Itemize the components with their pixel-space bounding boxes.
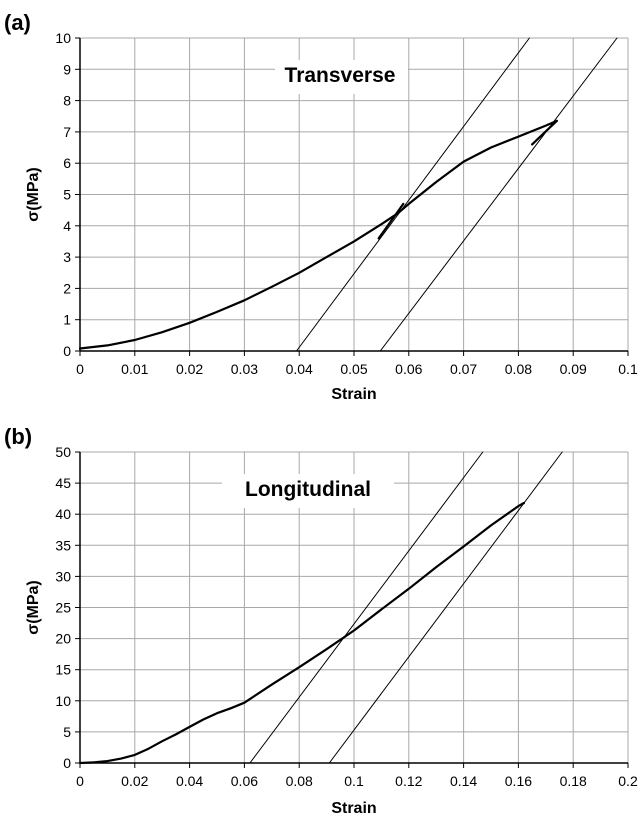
y-tick-label: 10 — [55, 693, 71, 709]
y-tick-label: 50 — [55, 444, 71, 460]
panel-label: (a) — [4, 10, 31, 35]
y-tick-label: 9 — [63, 61, 71, 77]
x-tick-label: 0.14 — [450, 773, 477, 789]
y-tick-label: 40 — [55, 506, 71, 522]
x-tick-label: 0 — [76, 361, 84, 377]
x-tick-label: 0 — [76, 773, 84, 789]
x-tick-label: 0.01 — [121, 361, 148, 377]
x-tick-label: 0.04 — [176, 773, 203, 789]
y-tick-label: 2 — [63, 280, 71, 296]
y-tick-label: 0 — [63, 755, 71, 771]
y-axis-title: σ(MPa) — [25, 167, 42, 222]
y-tick-label: 5 — [63, 724, 71, 740]
series-line-reference-line-1 — [249, 451, 484, 764]
x-tick-label: 0.16 — [505, 773, 532, 789]
x-tick-label: 0.08 — [505, 361, 532, 377]
chart-title-background — [275, 60, 408, 94]
x-tick-label: 0.04 — [286, 361, 313, 377]
x-tick-label: 0.02 — [121, 773, 148, 789]
x-tick-label: 0.06 — [231, 773, 258, 789]
chart-title: Transverse — [285, 64, 396, 87]
panel-b: 0 0.02 0.04 0.06 0.08 0.1 0.12 0.14 0.16 0.18 0.2 0… — [4, 424, 638, 817]
y-tick-label: 6 — [63, 155, 71, 171]
y-tick-label: 25 — [55, 600, 71, 616]
panel-label: (b) — [4, 424, 32, 449]
y-tick-label: 20 — [55, 631, 71, 647]
series-line-unload-segment-2 — [530, 119, 558, 146]
x-tick-label: 0.18 — [560, 773, 587, 789]
x-tick-label: 0.12 — [395, 773, 422, 789]
y-tick-label: 3 — [63, 249, 71, 265]
x-axis-title: Strain — [331, 800, 376, 817]
x-tick-label: 0.02 — [176, 361, 203, 377]
y-tick-label: 1 — [63, 312, 71, 328]
x-tick-label: 0.1 — [344, 773, 364, 789]
y-tick-label: 8 — [63, 93, 71, 109]
y-tick-label: 5 — [63, 187, 71, 203]
series-line-reference-line-2 — [379, 37, 618, 352]
chart-title-background — [222, 474, 394, 508]
series-line-stress-strain-curve — [78, 501, 526, 765]
y-tick-label: 30 — [55, 568, 71, 584]
panel-a: 0 0.01 0.02 0.03 0.04 0.05 0.06 0.07 0.08 0.09 0.1… — [4, 10, 638, 403]
x-tick-label: 0.2 — [618, 773, 638, 789]
y-tick-label: 45 — [55, 475, 71, 491]
x-tick-label: 0.06 — [395, 361, 422, 377]
y-tick-label: 10 — [55, 30, 71, 46]
y-axis-title: σ(MPa) — [25, 580, 42, 635]
series-line-unload-segment-1 — [377, 202, 405, 240]
series-line-reference-line-2 — [328, 451, 563, 764]
x-tick-label: 0.05 — [340, 361, 367, 377]
series-line-stress-strain-curve — [78, 119, 558, 350]
x-axis-title: Strain — [331, 386, 376, 403]
y-tick-label: 4 — [63, 218, 71, 234]
series-line-reference-line-1 — [296, 37, 530, 352]
x-tick-label: 0.03 — [231, 361, 258, 377]
x-tick-label: 0.07 — [450, 361, 477, 377]
chart-title: Longitudinal — [245, 478, 371, 501]
x-tick-label: 0.08 — [286, 773, 313, 789]
y-tick-label: 0 — [63, 343, 71, 359]
x-tick-label: 0.09 — [560, 361, 587, 377]
x-tick-label: 0.1 — [618, 361, 638, 377]
y-tick-label: 15 — [55, 662, 71, 678]
y-tick-label: 7 — [63, 124, 71, 140]
y-tick-label: 35 — [55, 537, 71, 553]
